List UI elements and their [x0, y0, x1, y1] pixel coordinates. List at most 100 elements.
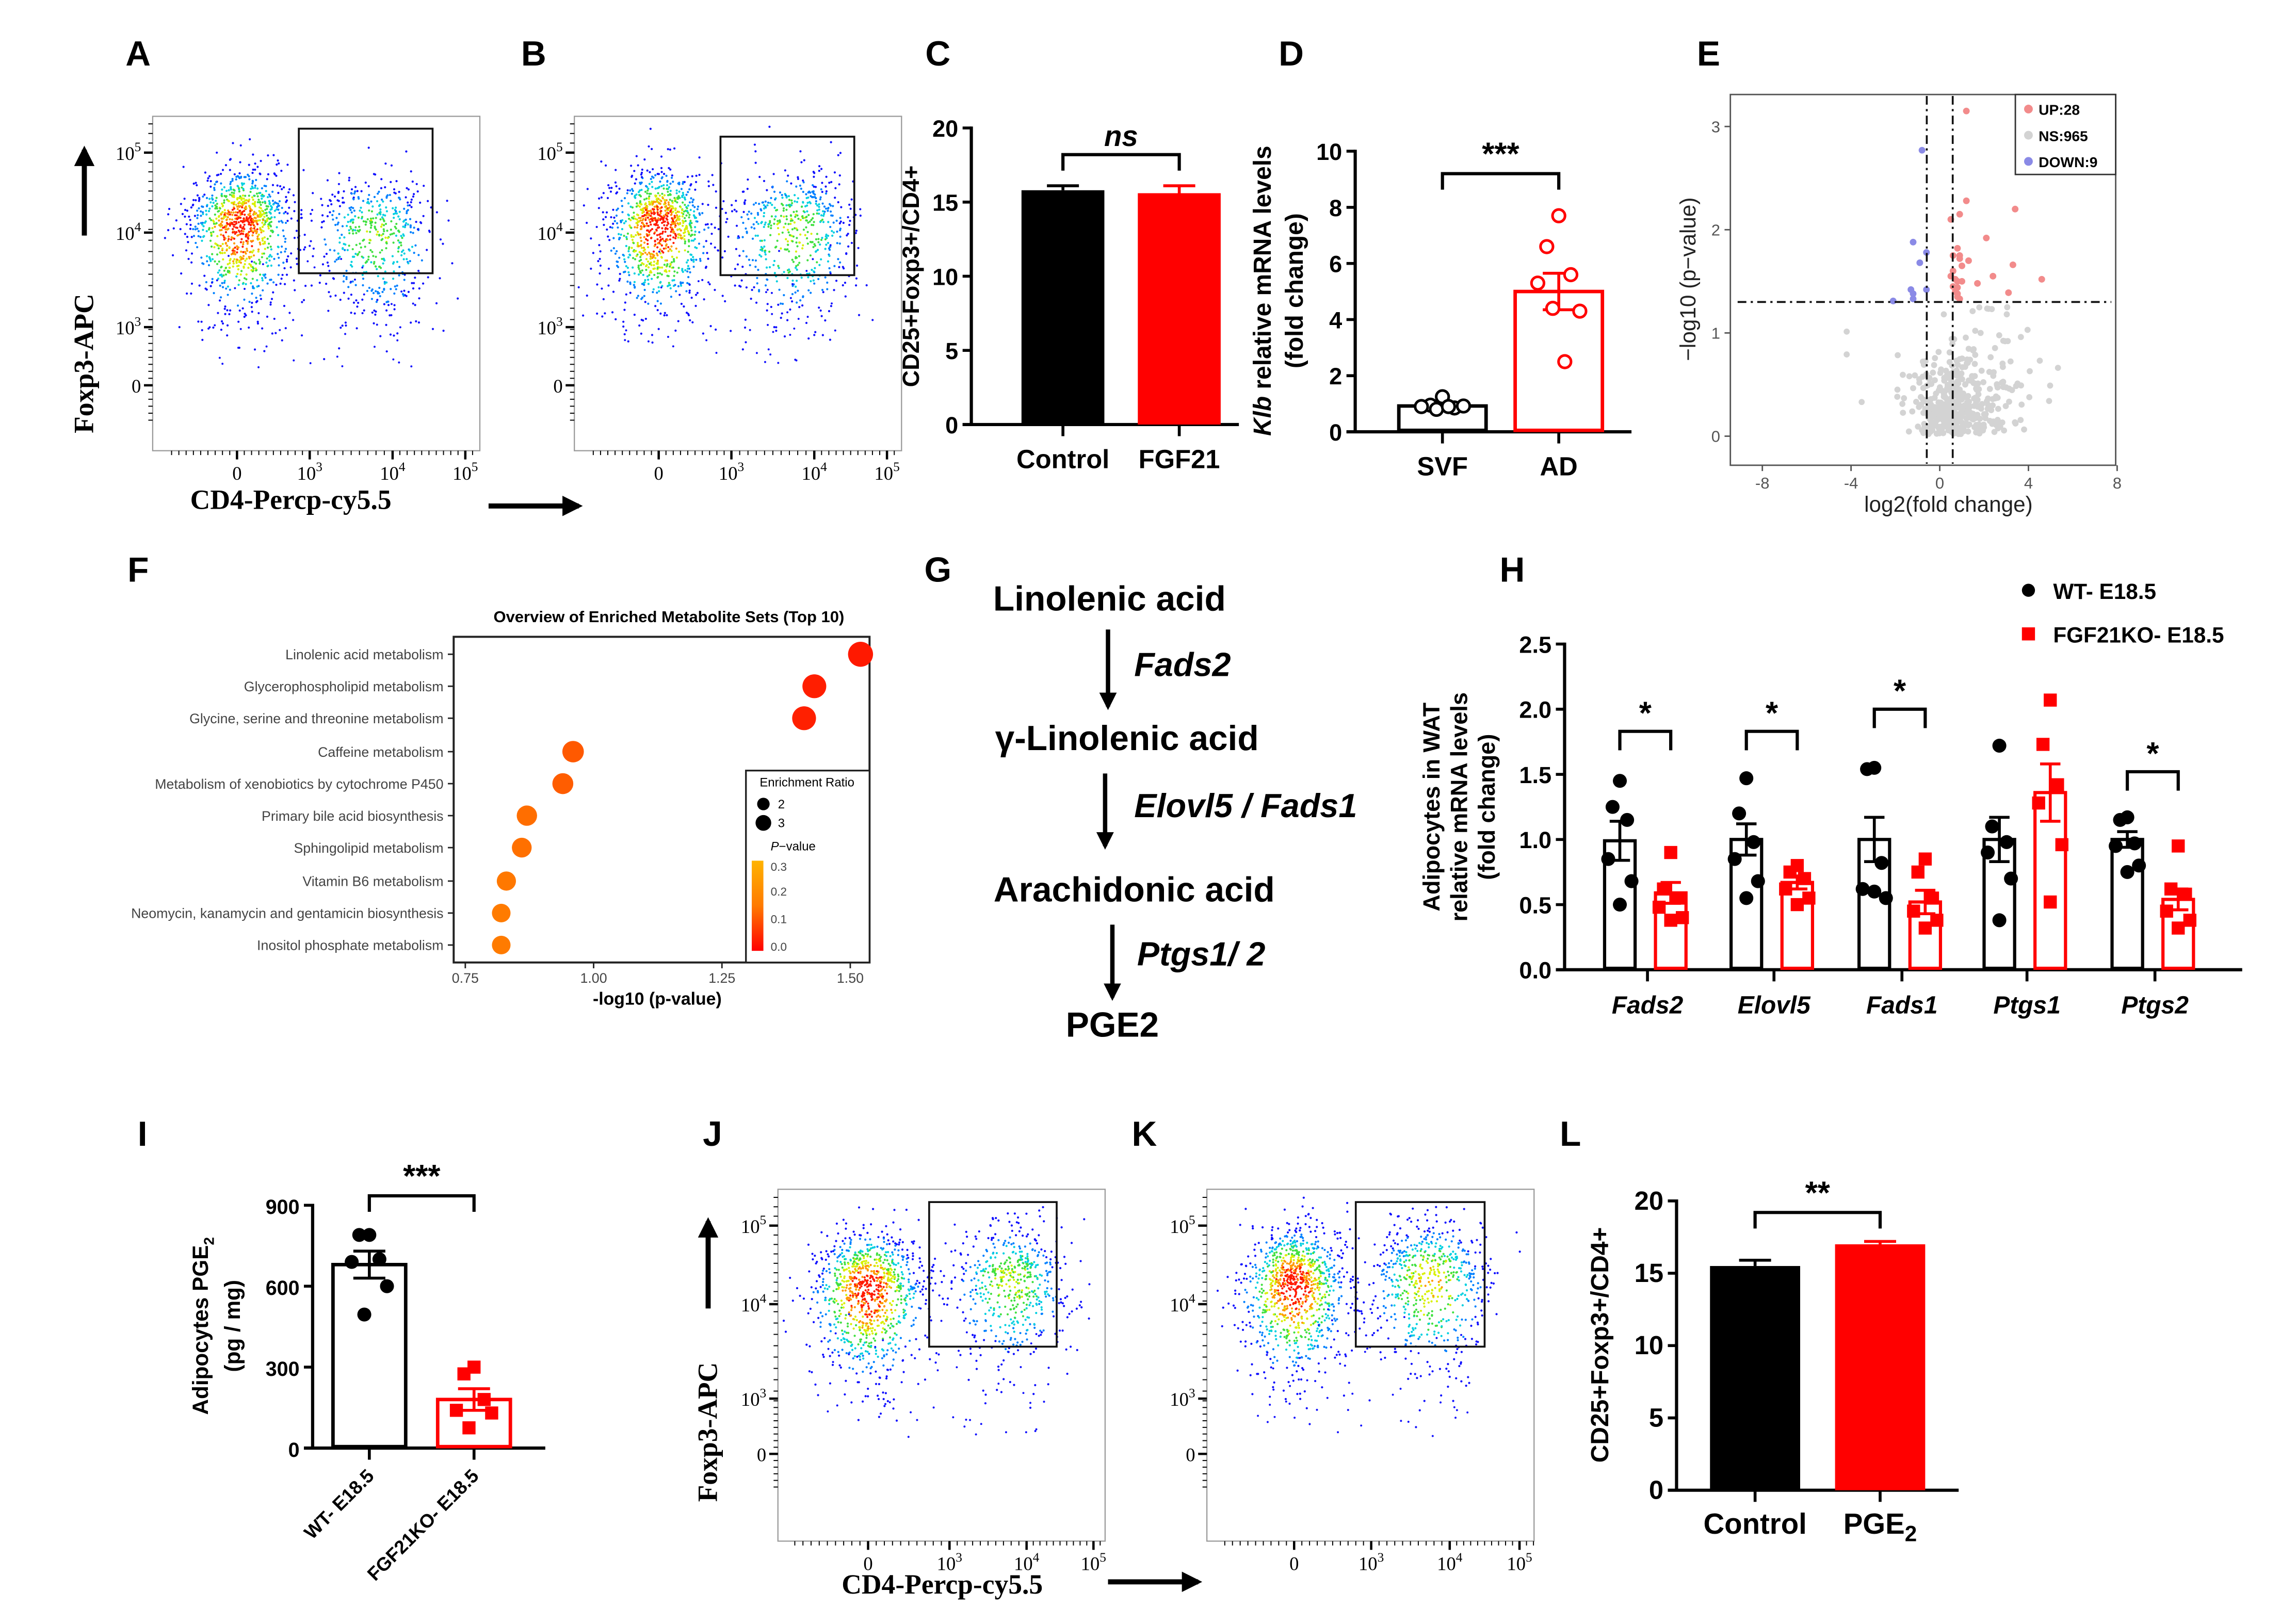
event-dot: [783, 271, 785, 273]
event-dot: [895, 1351, 897, 1354]
event-dot: [671, 255, 673, 258]
event-dot: [873, 1290, 876, 1293]
event-dot: [773, 222, 775, 225]
event-dot: [814, 267, 816, 269]
event-dot: [992, 1237, 995, 1239]
event-dot: [990, 1325, 992, 1327]
event-dot: [788, 268, 790, 271]
event-dot: [684, 231, 686, 234]
event-dot: [1023, 1308, 1026, 1311]
event-dot: [815, 200, 817, 203]
event-dot: [780, 247, 782, 250]
event-dot: [276, 226, 278, 229]
event-dot: [179, 228, 182, 231]
event-dot: [234, 214, 236, 217]
event-dot: [1025, 1293, 1027, 1295]
event-dot: [214, 324, 216, 327]
event-dot: [741, 266, 744, 268]
event-dot: [219, 245, 222, 247]
event-dot: [658, 266, 661, 269]
event-dot: [361, 211, 363, 214]
event-dot: [379, 295, 381, 298]
event-dot: [251, 196, 254, 199]
event-dot: [255, 262, 257, 265]
event-dot: [895, 1243, 898, 1245]
gate-rectangle[interactable]: [719, 136, 855, 277]
event-dot: [817, 1317, 820, 1319]
event-dot: [241, 283, 245, 285]
event-dot: [885, 1255, 888, 1257]
event-dot: [771, 203, 773, 206]
event-dot: [395, 180, 398, 183]
event-dot: [646, 189, 649, 192]
event-dot: [952, 1416, 955, 1419]
event-dot: [1042, 1254, 1045, 1257]
event-dot: [894, 1244, 897, 1247]
event-dot: [281, 206, 283, 209]
event-dot: [237, 217, 240, 219]
event-dot: [332, 278, 335, 280]
event-dot: [667, 208, 670, 212]
event-dot: [673, 147, 676, 150]
event-dot: [225, 222, 229, 224]
event-dot: [227, 216, 229, 219]
event-dot: [900, 1265, 902, 1268]
event-dot: [237, 347, 239, 349]
event-dot: [870, 1270, 873, 1273]
event-dot: [393, 270, 395, 273]
event-dot: [764, 253, 767, 256]
event-dot: [1049, 1258, 1052, 1261]
event-dot: [767, 225, 770, 228]
event-dot: [394, 285, 396, 288]
event-dot: [268, 202, 271, 204]
event-dot: [895, 1304, 898, 1306]
event-dot: [363, 293, 365, 296]
event-dot: [660, 286, 662, 289]
event-dot: [687, 191, 689, 193]
gate-rectangle[interactable]: [298, 127, 434, 274]
event-dot: [1024, 1245, 1026, 1248]
event-dot: [345, 269, 348, 272]
event-dot: [635, 178, 638, 181]
event-dot: [231, 218, 234, 221]
event-dot: [936, 1369, 939, 1372]
tick-base: 10: [741, 1389, 760, 1410]
event-dot: [840, 1306, 843, 1309]
event-dot: [208, 207, 211, 210]
event-dot: [984, 1312, 987, 1315]
event-dot: [272, 281, 275, 284]
event-dot: [818, 165, 821, 168]
event-dot: [850, 1401, 853, 1404]
event-dot: [268, 255, 270, 258]
event-dot: [264, 208, 267, 211]
event-dot: [862, 1333, 865, 1336]
event-dot: [624, 301, 626, 304]
event-dot: [975, 1359, 978, 1362]
event-dot: [221, 242, 224, 246]
event-dot: [899, 1285, 902, 1287]
event-dot: [676, 222, 679, 225]
event-dot: [189, 228, 192, 230]
event-dot: [648, 201, 651, 203]
event-dot: [772, 173, 775, 175]
event-dot: [884, 1311, 886, 1314]
event-dot: [1033, 1249, 1037, 1252]
event-dot: [224, 231, 228, 234]
event-dot: [255, 297, 257, 299]
event-dot: [224, 164, 228, 167]
event-dot: [810, 280, 812, 283]
event-dot: [660, 206, 663, 209]
event-dot: [889, 1342, 892, 1344]
event-dot: [844, 1237, 847, 1240]
event-dot: [974, 1303, 977, 1305]
event-dot: [646, 279, 650, 281]
event-dot: [864, 1238, 867, 1241]
event-dot: [701, 279, 704, 281]
event-dot: [381, 249, 383, 252]
event-dot: [685, 214, 688, 217]
event-dot: [205, 255, 208, 257]
event-dot: [889, 1264, 892, 1267]
event-dot: [847, 1331, 850, 1334]
event-dot: [248, 178, 251, 181]
event-dot: [1022, 1262, 1025, 1264]
